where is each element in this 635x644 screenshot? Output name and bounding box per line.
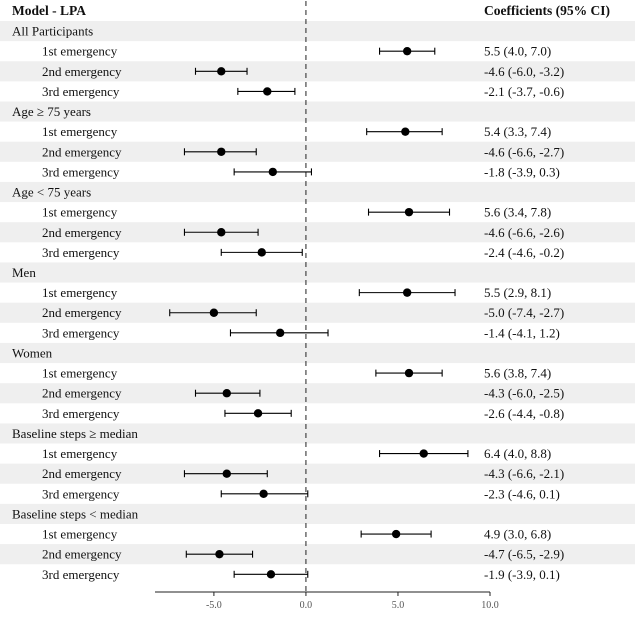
estimates [169,46,469,579]
ci-text: 5.6 (3.4, 7.8) [484,205,551,220]
row-label: 1st emergency [42,205,118,220]
ci-text: 5.5 (2.9, 8.1) [484,285,551,300]
row-label: 1st emergency [42,366,118,381]
group-label: All Participants [12,24,93,39]
ci-text: -4.6 (-6.0, -3.2) [484,64,564,79]
row-label: 3rd emergency [42,84,120,99]
point-estimate [268,167,278,177]
row-label: 3rd emergency [42,486,120,501]
ci-text: -2.4 (-4.6, -0.2) [484,245,564,260]
row-stripe [0,383,635,404]
row-stripe [0,61,635,82]
ci-text: -4.3 (-6.0, -2.5) [484,386,564,401]
point-estimate [401,127,410,136]
ci-text: 5.6 (3.8, 7.4) [484,366,551,381]
ci-text: -5.0 (-7.4, -2.7) [484,305,564,320]
row-label: 2nd emergency [42,305,122,320]
group-label: Baseline steps ≥ median [12,426,138,441]
group-label: Baseline steps < median [12,506,139,521]
point-estimate [217,147,226,156]
row-stripe [0,423,635,444]
row-label: 3rd emergency [42,406,120,421]
point-estimate [259,489,268,499]
point-estimate [391,529,401,539]
x-tick-label: -5.0 [206,600,222,611]
row-stripe [0,101,635,122]
row-labels: All Participants 1st emergency 2nd emergen… [12,24,139,582]
ci-text: -4.3 (-6.6, -2.1) [484,466,564,481]
point-estimate [253,409,263,418]
point-estimate [263,87,272,96]
ci-text: -1.4 (-4.1, 1.2) [484,325,560,340]
ci-text: -1.9 (-3.9, 0.1) [484,567,560,582]
row-stripe [0,503,635,524]
point-estimate [217,67,226,76]
row-stripes [0,21,635,565]
header-coefficients-label: Coefficients (95% CI) [484,3,610,18]
point-estimate [215,549,224,559]
point-estimate [419,449,428,458]
ci-text: 5.5 (4.0, 7.0) [484,44,551,59]
row-label: 1st emergency [42,44,118,59]
group-label: Age ≥ 75 years [12,104,91,119]
group-label: Women [12,345,53,360]
row-stripe [0,141,635,162]
row-stripe [0,463,635,484]
row-stripe [0,262,635,283]
point-estimate [402,288,412,297]
group-label: Men [12,265,36,280]
x-axis: -5.0 0.0 5.0 10.0 [155,591,499,611]
ci-text: 6.4 (4.0, 8.8) [484,446,551,461]
row-label: 2nd emergency [42,64,122,79]
ci-text: -2.1 (-3.7, -0.6) [484,84,564,99]
point-estimate [402,46,412,56]
row-label: 2nd emergency [42,466,122,481]
point-estimate [404,368,414,378]
row-label: 2nd emergency [42,225,122,240]
header-model-label: Model - LPA [12,3,86,18]
ci-text: -4.6 (-6.6, -2.6) [484,225,564,240]
point-estimate [275,328,285,338]
row-stripe [0,181,635,203]
x-tick-label: 0.0 [300,600,313,611]
ci-text: -2.3 (-4.6, 0.1) [484,486,560,501]
group-label: Age < 75 years [12,185,91,200]
row-stripe [0,544,635,565]
ci-text: -2.6 (-4.4, -0.8) [484,406,564,421]
row-stripe [0,222,635,243]
row-label: 2nd emergency [42,386,122,401]
row-label: 3rd emergency [42,164,120,179]
point-estimate [222,389,231,398]
row-stripe [0,302,635,323]
ci-text: -4.6 (-6.6, -2.7) [484,144,564,159]
ci-text: -1.8 (-3.9, 0.3) [484,164,560,179]
point-estimate [404,207,414,217]
ci-text: 5.4 (3.3, 7.4) [484,124,551,139]
row-label: 1st emergency [42,527,118,542]
ci-text: 4.9 (3.0, 6.8) [484,527,551,542]
point-estimate [257,248,266,257]
row-label: 1st emergency [42,285,118,300]
row-label: 3rd emergency [42,567,120,582]
row-label: 1st emergency [42,446,118,461]
point-estimate [209,308,219,317]
row-label: 3rd emergency [42,325,120,340]
point-estimate [222,469,231,478]
x-tick-label: 5.0 [392,600,405,611]
row-stripe [0,342,635,364]
row-label: 2nd emergency [42,547,122,562]
row-stripe [0,21,635,42]
ci-text: -4.7 (-6.5, -2.9) [484,547,564,562]
row-label: 3rd emergency [42,245,120,260]
x-tick-label: 10.0 [481,600,499,611]
row-label: 1st emergency [42,124,118,139]
point-estimate [266,570,276,579]
row-label: 2nd emergency [42,144,122,159]
point-estimate [217,228,226,237]
ci-texts: 5.5 (4.0, 7.0) -4.6 (-6.0, -3.2) -2.1 (-3.… [484,44,564,582]
